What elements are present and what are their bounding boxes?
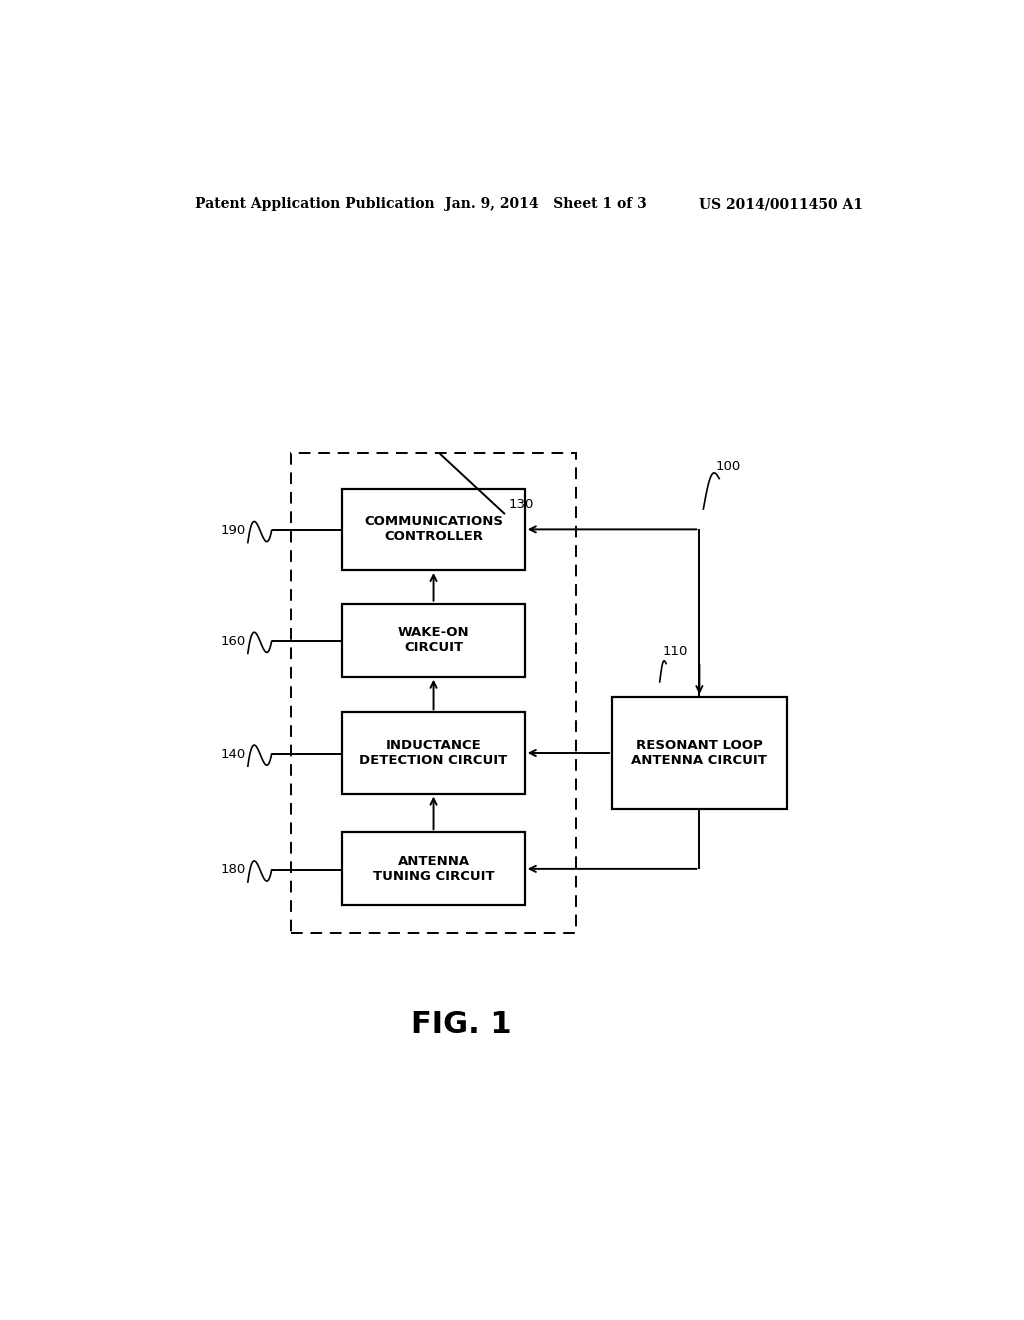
Text: 180: 180 [220,863,246,876]
Bar [342,713,525,793]
Text: 100: 100 [715,461,740,474]
Text: FIG. 1: FIG. 1 [411,1010,512,1039]
Text: 160: 160 [220,635,246,648]
Text: Patent Application Publication: Patent Application Publication [196,197,435,211]
Bar [291,453,577,933]
Bar [342,488,525,570]
Bar [342,603,525,677]
Text: ANTENNA
TUNING CIRCUIT: ANTENNA TUNING CIRCUIT [373,855,495,883]
Text: 110: 110 [663,645,687,659]
Text: WAKE-ON
CIRCUIT: WAKE-ON CIRCUIT [397,626,469,655]
Text: 190: 190 [220,524,246,537]
Text: 130: 130 [509,498,535,511]
Text: Jan. 9, 2014   Sheet 1 of 3: Jan. 9, 2014 Sheet 1 of 3 [445,197,647,211]
Bar [342,833,525,906]
Text: RESONANT LOOP
ANTENNA CIRCUIT: RESONANT LOOP ANTENNA CIRCUIT [632,739,767,767]
Text: INDUCTANCE
DETECTION CIRCUIT: INDUCTANCE DETECTION CIRCUIT [359,739,508,767]
Bar [612,697,786,809]
Text: 140: 140 [220,747,246,760]
Text: COMMUNICATIONS
CONTROLLER: COMMUNICATIONS CONTROLLER [365,515,503,544]
Text: US 2014/0011450 A1: US 2014/0011450 A1 [699,197,863,211]
